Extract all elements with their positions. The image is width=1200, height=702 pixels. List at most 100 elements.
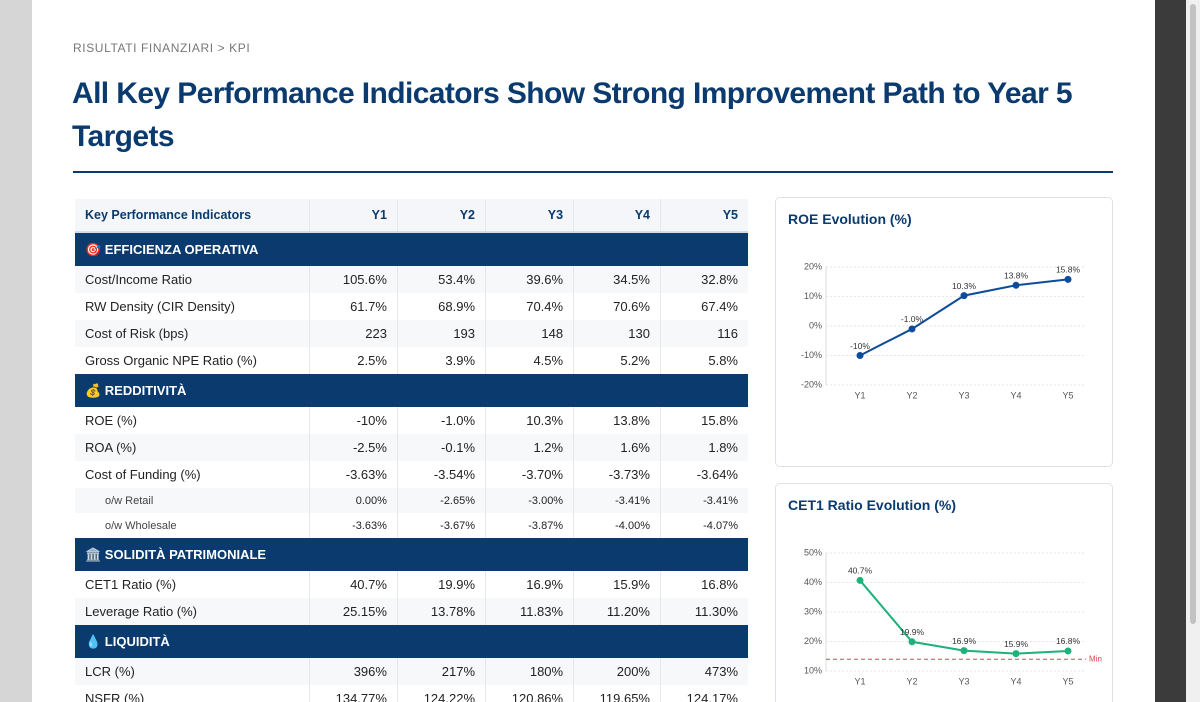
row-label: Cost of Funding (%): [75, 461, 310, 488]
cell: 105.6%: [309, 266, 398, 293]
cell: 70.4%: [485, 293, 575, 320]
row-label: RW Density (CIR Density): [75, 293, 310, 320]
cell: 124.17%: [686, 691, 738, 702]
row-label: ROA (%): [75, 434, 310, 461]
cell: 180%: [485, 658, 575, 685]
cell: -3.00%: [485, 488, 575, 513]
chart-title: CET1 Ratio Evolution (%): [788, 497, 956, 513]
scrollbar-thumb[interactable]: [1190, 4, 1196, 624]
cell: 5.2%: [573, 347, 661, 374]
cell: 200%: [573, 658, 661, 685]
y-tick-label: 40%: [804, 577, 822, 587]
x-tick-label: Y5: [1062, 676, 1073, 686]
point: [960, 292, 968, 300]
data-label: 13.8%: [1004, 271, 1029, 281]
data-row: CET1 Ratio (%) 40.7% 19.9% 16.9% 15.9% 16.8%: [75, 571, 748, 598]
cell: 11.20%: [573, 598, 661, 625]
header-row: Key Performance Indicators Y1 Y2 Y3 Y4 Y5: [75, 199, 748, 233]
cell: 3.9%: [397, 347, 487, 374]
cell: 13.78%: [397, 598, 487, 625]
row-label: Gross Organic NPE Ratio (%): [75, 347, 310, 374]
cell: 25.15%: [309, 598, 398, 625]
y-tick-label: -20%: [801, 379, 822, 389]
x-tick-label: Y4: [1010, 390, 1021, 400]
column-header: Key Performance Indicators: [75, 199, 310, 233]
row-label: LCR (%): [75, 658, 310, 685]
cell: 0.00%: [309, 488, 398, 513]
row-label: Leverage Ratio (%): [75, 598, 310, 625]
cell: 134.77%: [309, 685, 398, 702]
chart-title: ROE Evolution (%): [788, 211, 912, 227]
chart-card: ROE Evolution (%) -20% -10% 0% 10% 20% Y1 Y2 Y3…: [775, 197, 1113, 467]
cell: 11.83%: [485, 598, 575, 625]
column-header: Y3: [485, 199, 575, 233]
cell: 193: [397, 320, 487, 347]
cell: 130: [573, 320, 661, 347]
cell: 16.8%: [701, 577, 738, 592]
cell: 1.2%: [485, 434, 575, 461]
chart: 10% 20% 30% 40% 50% Y1 Y2 Y3 Y4 Y5 Min 40.7% 19.9% 16…: [804, 547, 1102, 686]
cell: 4.5%: [485, 347, 575, 374]
data-row: Leverage Ratio (%) 25.15% 13.78% 11.83% 11.2…: [75, 598, 748, 625]
row-label: ROE (%): [75, 407, 310, 434]
cell: -10%: [309, 407, 398, 434]
y-tick-label: 0%: [809, 320, 822, 330]
cell: 148: [485, 320, 575, 347]
cell: -3.64%: [696, 467, 738, 482]
y-tick-label: 10%: [804, 665, 822, 675]
y-tick-label: 20%: [804, 636, 822, 646]
data-label: -10%: [850, 341, 870, 351]
cell: -3.63%: [309, 461, 398, 488]
point: [1012, 281, 1020, 289]
point: [960, 647, 968, 655]
x-tick-label: Y1: [854, 676, 865, 686]
cell: 32.8%: [660, 266, 748, 293]
data-row: Cost of Risk (bps) 223 193 148 130 116: [75, 320, 748, 347]
y-tick-label: 10%: [804, 291, 822, 301]
point: [1012, 650, 1020, 658]
y-tick-label: 50%: [804, 547, 822, 557]
cell: -2.5%: [309, 434, 398, 461]
cell: -1.0%: [397, 407, 487, 434]
cell: 61.7%: [309, 293, 398, 320]
data-label: 16.9%: [952, 636, 977, 646]
x-tick-label: Y3: [958, 390, 969, 400]
chart-card: CET1 Ratio Evolution (%) 10% 20% 30% 40% 50%…: [775, 483, 1113, 702]
cell: 40.7%: [309, 571, 398, 598]
section-title: 🏛️ SOLIDITÀ PATRIMONIALE: [75, 538, 748, 571]
point: [1064, 647, 1072, 655]
breadcrumb: RISULTATI FINANZIARI > KPI: [73, 41, 251, 55]
x-tick-label: Y2: [906, 390, 917, 400]
data-row: ROA (%) -2.5% -0.1% 1.2% 1.6% 1.8%: [75, 434, 748, 461]
y-tick-label: -10%: [801, 350, 822, 360]
cell: -2.65%: [397, 488, 487, 513]
data-label: 16.8%: [1056, 636, 1081, 646]
cell: 53.4%: [397, 266, 487, 293]
data-label: 40.7%: [848, 566, 873, 576]
slide-title: All Key Performance Indicators Show Stro…: [72, 77, 1073, 153]
data-label: 15.9%: [1004, 639, 1029, 649]
y-tick-label: 20%: [804, 261, 822, 271]
cell: 217%: [397, 658, 487, 685]
data-row: LCR (%) 396% 217% 180% 200% 473%: [75, 658, 748, 685]
point: [856, 576, 864, 584]
cell: -3.87%: [485, 513, 575, 538]
cell: 67.4%: [701, 299, 738, 314]
section-row: 💰 REDDITIVITÀ: [75, 374, 748, 407]
point: [908, 325, 916, 333]
cell: 473%: [660, 658, 748, 685]
x-tick-label: Y3: [958, 676, 969, 686]
data-label: 15.8%: [1056, 265, 1081, 275]
sub-row: o/w Wholesale -3.63% -3.67% -3.87% -4.00% -4.…: [75, 513, 748, 538]
cell: -3.67%: [397, 513, 487, 538]
window-edge: [0, 0, 32, 702]
cell: 116: [660, 320, 748, 347]
data-row: Cost of Funding (%) -3.63% -3.54% -3.70% -3.…: [75, 461, 748, 488]
cell: 16.9%: [485, 571, 575, 598]
column-header: Y2: [397, 199, 487, 233]
cell: 13.8%: [573, 407, 661, 434]
data-row: RW Density (CIR Density) 61.7% 68.9% 70.4% 7…: [75, 293, 748, 320]
title-rule: [73, 171, 1113, 173]
cell: -3.70%: [485, 461, 575, 488]
row-label: NSFR (%): [75, 685, 310, 702]
